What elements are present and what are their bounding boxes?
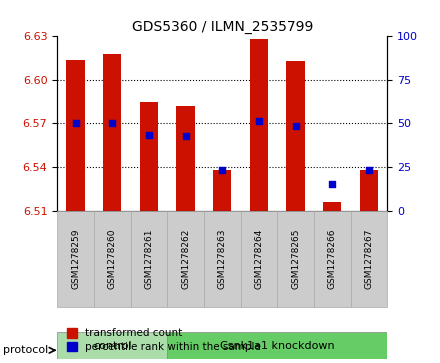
Text: GSM1278259: GSM1278259 xyxy=(71,229,80,289)
Text: GSM1278266: GSM1278266 xyxy=(328,229,337,289)
Point xyxy=(145,132,152,138)
Bar xyxy=(140,102,158,211)
Text: GSM1278265: GSM1278265 xyxy=(291,229,300,289)
Point xyxy=(365,167,372,173)
Text: GSM1278267: GSM1278267 xyxy=(364,229,374,289)
Text: protocol: protocol xyxy=(3,345,48,355)
Title: GDS5360 / ILMN_2535799: GDS5360 / ILMN_2535799 xyxy=(132,20,313,34)
Point xyxy=(72,121,79,126)
FancyBboxPatch shape xyxy=(277,211,314,307)
Bar xyxy=(66,60,85,211)
Text: GSM1278263: GSM1278263 xyxy=(218,229,227,289)
Text: control: control xyxy=(93,340,132,351)
Bar xyxy=(250,39,268,211)
Text: GSM1278261: GSM1278261 xyxy=(144,229,154,289)
Bar xyxy=(323,202,341,211)
Point xyxy=(292,123,299,129)
FancyBboxPatch shape xyxy=(57,211,94,307)
Text: GSM1278264: GSM1278264 xyxy=(254,229,264,289)
Bar xyxy=(103,54,121,211)
FancyBboxPatch shape xyxy=(314,211,351,307)
Point xyxy=(329,182,336,187)
Bar xyxy=(176,106,195,211)
Text: GSM1278262: GSM1278262 xyxy=(181,229,190,289)
Text: Csnk1a1 knockdown: Csnk1a1 knockdown xyxy=(220,340,334,351)
Point xyxy=(109,121,116,126)
FancyBboxPatch shape xyxy=(351,211,387,307)
Point xyxy=(255,118,262,123)
Bar xyxy=(286,61,305,211)
Bar xyxy=(213,170,231,211)
Legend: transformed count, percentile rank within the sample: transformed count, percentile rank withi… xyxy=(62,324,265,356)
Bar xyxy=(360,170,378,211)
FancyBboxPatch shape xyxy=(167,211,204,307)
FancyBboxPatch shape xyxy=(241,211,277,307)
Text: GSM1278260: GSM1278260 xyxy=(108,229,117,289)
FancyBboxPatch shape xyxy=(204,211,241,307)
FancyBboxPatch shape xyxy=(167,332,387,359)
Point xyxy=(219,167,226,173)
FancyBboxPatch shape xyxy=(57,332,167,359)
FancyBboxPatch shape xyxy=(94,211,131,307)
FancyBboxPatch shape xyxy=(131,211,167,307)
Point xyxy=(182,134,189,139)
